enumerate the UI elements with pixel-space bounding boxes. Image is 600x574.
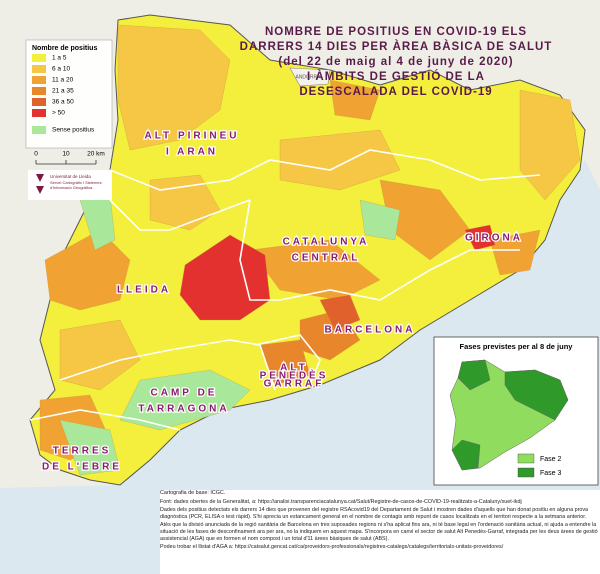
area <box>359 199 401 241</box>
inset-area <box>451 439 481 471</box>
footer-line: Font: dades obertes de la Generalitat, a… <box>160 498 522 505</box>
title-line: DESESCALADA DEL COVID-19 <box>299 86 492 98</box>
area <box>119 369 251 431</box>
area <box>59 419 121 476</box>
region-label: PENEDÈS <box>260 369 329 382</box>
scale-bar <box>35 160 97 165</box>
border <box>254 334 321 386</box>
area <box>464 224 496 251</box>
area <box>489 229 541 276</box>
legend-label: 21 a 35 <box>52 88 74 95</box>
legend-label: 6 a 10 <box>52 66 70 73</box>
inset-label: Fase 3 <box>540 470 562 477</box>
area <box>329 79 381 121</box>
area <box>179 234 271 321</box>
region-label: DE L'EBRE <box>42 462 122 473</box>
footer-line: Podeu trobar el llistat d'AGA a: https:/… <box>160 544 504 551</box>
border <box>59 339 276 391</box>
region-label: ALT <box>280 363 308 374</box>
logo-text: Servei Cartogràfic i Sistemes <box>50 180 102 185</box>
title-line: DARRERS 14 DIES PER ÀREA BÀSICA DE SALUT <box>240 40 553 53</box>
legend-label: > 50 <box>52 110 65 117</box>
region-label: TERRES <box>53 446 112 457</box>
region-label: CATALUNYA <box>283 237 370 248</box>
border <box>239 199 520 301</box>
footer-line: Cartografia de base: ICGC. <box>160 490 226 496</box>
region-label: TARRAGONA <box>138 404 229 415</box>
logo-icon <box>36 174 44 194</box>
legend-swatch <box>32 65 46 73</box>
region-label: ALT PIRINEU <box>144 131 239 142</box>
inset-area <box>504 369 569 421</box>
legend-label: 1 a 5 <box>52 55 67 62</box>
region-label: GARRAF <box>264 379 325 390</box>
title-line: I ÀMBITS DE GESTIÓ DE LA <box>307 70 485 83</box>
footer-line: Dades dels positius detectats els darrer… <box>160 507 589 520</box>
title-line: NOMBRE DE POSITIUS EN COVID-19 ELS <box>265 26 527 38</box>
legend-swatch <box>32 76 46 84</box>
border <box>109 149 541 191</box>
region-label: CAMP DE <box>151 388 218 399</box>
legend-label: Sense positius <box>52 127 95 134</box>
area <box>117 24 231 151</box>
area <box>319 294 361 331</box>
andorra <box>289 67 331 87</box>
inset-title: Fases previstes per al 8 de juny <box>460 342 574 351</box>
footer: Cartografia de base: ICGC. Font: dades ob… <box>160 490 600 574</box>
area <box>519 89 581 201</box>
scale-label: 10 <box>62 151 70 158</box>
legend-swatch <box>32 98 46 106</box>
region-label: I ARAN <box>166 147 218 158</box>
legend-swatch <box>32 54 46 62</box>
inset-map: Fase 2 Fase 3 <box>449 359 569 478</box>
inset-swatch <box>517 453 535 464</box>
legend-swatch <box>32 87 46 95</box>
logo-text: d'Informació Geogràfica <box>50 185 93 190</box>
legend-label: 36 a 50 <box>52 99 74 106</box>
legend-swatch <box>32 109 46 117</box>
inset-label: Fase 2 <box>540 456 562 463</box>
legend: 1 a 5 6 a 10 11 a 20 21 a 35 36 a 50 > 50 Sens… <box>32 54 95 134</box>
title-line: (del 22 de maig al 4 de juny de 2020) <box>278 56 513 68</box>
area <box>279 129 401 191</box>
scale-label: 20 km <box>87 151 105 158</box>
scale-label: 0 <box>34 151 38 158</box>
area <box>249 239 381 301</box>
footer-line: Atès que la divisió anunciada de la regi… <box>160 522 598 542</box>
region-label: LLEIDA <box>117 285 171 296</box>
inset-area <box>457 359 491 391</box>
border <box>29 409 181 431</box>
title: NOMBRE DE POSITIUS EN COVID-19 ELS DARRER… <box>240 26 553 98</box>
region-labels: ALT PIRINEU I ARAN GIRONA CATALUNYA CENTRAL L… <box>41 129 523 474</box>
region-borders <box>29 149 541 431</box>
logo-text: Universitat de Lleida <box>50 174 91 179</box>
legend-swatch <box>32 126 46 134</box>
region-label: CENTRAL <box>292 253 361 264</box>
inset-swatch <box>517 467 535 478</box>
legend-label: 11 a 20 <box>52 77 74 84</box>
region-label: BARCELONA <box>325 325 416 336</box>
region-label: GIRONA <box>465 233 523 244</box>
area <box>259 339 311 386</box>
border <box>109 199 251 231</box>
legend-title: Nombre de positius <box>32 45 97 52</box>
map-label: ANDORRA <box>295 74 321 80</box>
